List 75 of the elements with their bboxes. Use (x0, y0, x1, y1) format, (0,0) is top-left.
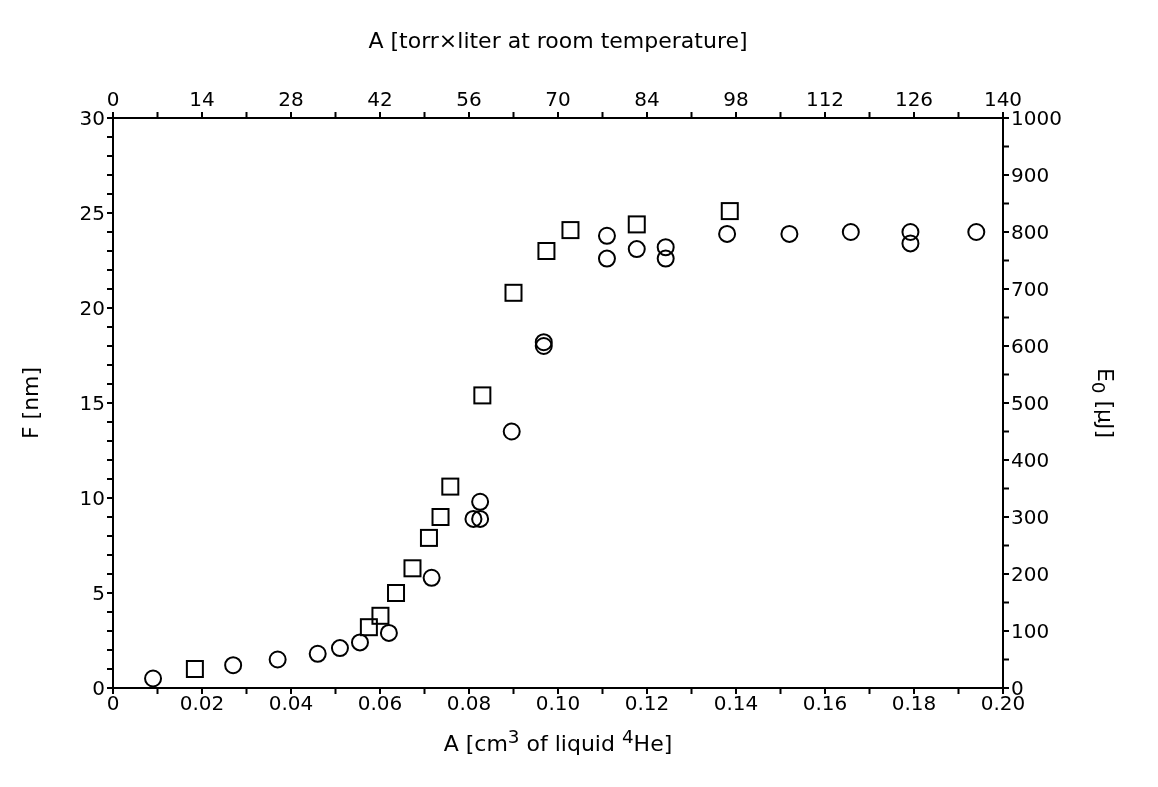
y2-tick-label: 800 (1011, 220, 1050, 245)
x-tick-label: 0.04 (268, 691, 314, 716)
x2-tick-label: 42 (367, 87, 393, 111)
point (502, 422, 521, 441)
point (967, 223, 986, 241)
x2-tick-label: 84 (634, 87, 660, 111)
point (419, 528, 438, 547)
x-tick-label: 0.12 (624, 691, 670, 716)
x-tick-label: 0.14 (713, 691, 759, 716)
point (473, 386, 492, 405)
y-tick-label: 5 (92, 581, 105, 606)
x-tick-label: 0.08 (446, 691, 492, 716)
x2-tick-label: 112 (805, 87, 845, 111)
point (534, 337, 553, 355)
point (371, 606, 390, 625)
x-tick-label: 0.18 (891, 691, 937, 716)
point (350, 633, 369, 652)
point (627, 215, 646, 234)
y2-tick-label: 400 (1011, 448, 1050, 473)
y2-tick-label: 200 (1011, 562, 1050, 587)
x2-tick-label: 70 (545, 87, 571, 111)
x2-tick-label: 28 (278, 87, 304, 111)
y2-tick-label: 100 (1011, 619, 1050, 644)
point (504, 283, 523, 302)
x2-axis-title: A [torr×liter at room temperature] (368, 28, 748, 53)
point (656, 249, 675, 268)
point (901, 234, 920, 253)
point (627, 240, 646, 259)
y-axis-title: F [nm] (17, 366, 43, 440)
y2-tick-label: 700 (1011, 277, 1050, 302)
x2-tick-label: 14 (189, 87, 215, 111)
y-tick-label: 10 (79, 486, 105, 511)
point (471, 509, 490, 528)
point (185, 660, 204, 678)
x-tick-label: 0.16 (802, 691, 848, 716)
point (359, 618, 378, 637)
point (780, 224, 799, 243)
point (901, 223, 920, 241)
point (330, 639, 349, 658)
point (471, 492, 490, 511)
point (720, 202, 739, 221)
y-tick-label: 20 (79, 296, 105, 321)
point (464, 509, 483, 528)
point (597, 226, 616, 245)
point (841, 223, 860, 241)
x-tick-label: 0.06 (357, 691, 403, 716)
y2-tick-label: 500 (1011, 391, 1050, 416)
point (224, 656, 243, 675)
y2-tick-label: 900 (1011, 163, 1050, 188)
point (441, 477, 460, 496)
point (422, 568, 441, 587)
point (537, 242, 556, 260)
x-tick-label: 0.02 (179, 691, 225, 716)
y2-tick-label: 300 (1011, 505, 1050, 530)
x-tick-label: 0.10 (535, 691, 581, 716)
point (597, 249, 616, 268)
x2-tick-label: 98 (723, 87, 749, 111)
y2-tick-label: 600 (1011, 334, 1050, 359)
x2-tick-label: 56 (456, 87, 482, 111)
point (656, 238, 675, 257)
point (268, 650, 287, 669)
x-axis-title: A [cm$^{3}$ of liquid $^{4}$He] (443, 726, 673, 757)
point (403, 559, 422, 578)
x2-tick-label: 126 (894, 87, 934, 111)
point (387, 584, 406, 602)
y-tick-label: 15 (79, 391, 105, 416)
point (718, 224, 737, 243)
point (431, 508, 450, 526)
point (144, 669, 163, 688)
point (534, 333, 553, 352)
point (308, 644, 327, 663)
y-tick-label: 30 (79, 106, 105, 131)
point (379, 623, 398, 642)
y-tick-label: 25 (79, 201, 105, 226)
point (561, 221, 580, 240)
